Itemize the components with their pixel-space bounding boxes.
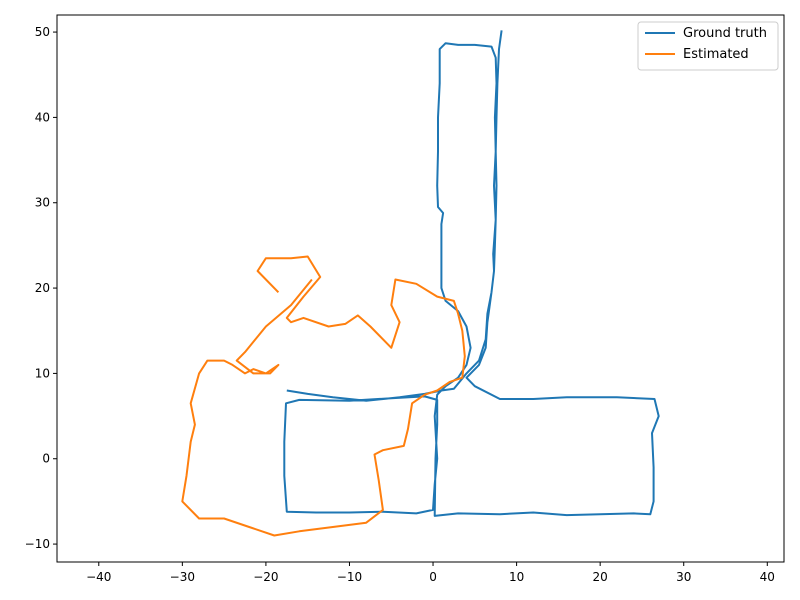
series-line-estimated [181, 255, 466, 537]
legend-label-estimated: Estimated [683, 47, 749, 62]
series-line-ground-truth [283, 30, 660, 517]
y-tick-label: 10 [35, 366, 50, 380]
y-axis: −10 0 10 20 30 40 50 [25, 25, 57, 551]
y-tick-label: 50 [35, 25, 50, 39]
y-tick-label: 30 [35, 196, 50, 210]
x-tick-label: 10 [509, 570, 524, 584]
legend: Ground truth Estimated [637, 21, 779, 71]
x-tick-label: 0 [429, 570, 437, 584]
y-tick-label: 0 [42, 452, 50, 466]
x-tick-label: 40 [760, 570, 775, 584]
x-tick-label: 20 [593, 570, 608, 584]
x-tick-label: 30 [676, 570, 691, 584]
legend-label-ground-truth: Ground truth [683, 26, 767, 41]
x-tick-label: −20 [253, 570, 278, 584]
y-tick-label: 20 [35, 281, 50, 295]
x-axis: −40 −30 −20 −10 0 10 20 30 40 [86, 562, 775, 584]
plot-lines [181, 30, 660, 537]
y-tick-label: 40 [35, 110, 50, 124]
x-tick-label: −30 [170, 570, 195, 584]
y-tick-label: −10 [25, 537, 50, 551]
x-tick-label: −40 [86, 570, 111, 584]
x-tick-label: −10 [337, 570, 362, 584]
